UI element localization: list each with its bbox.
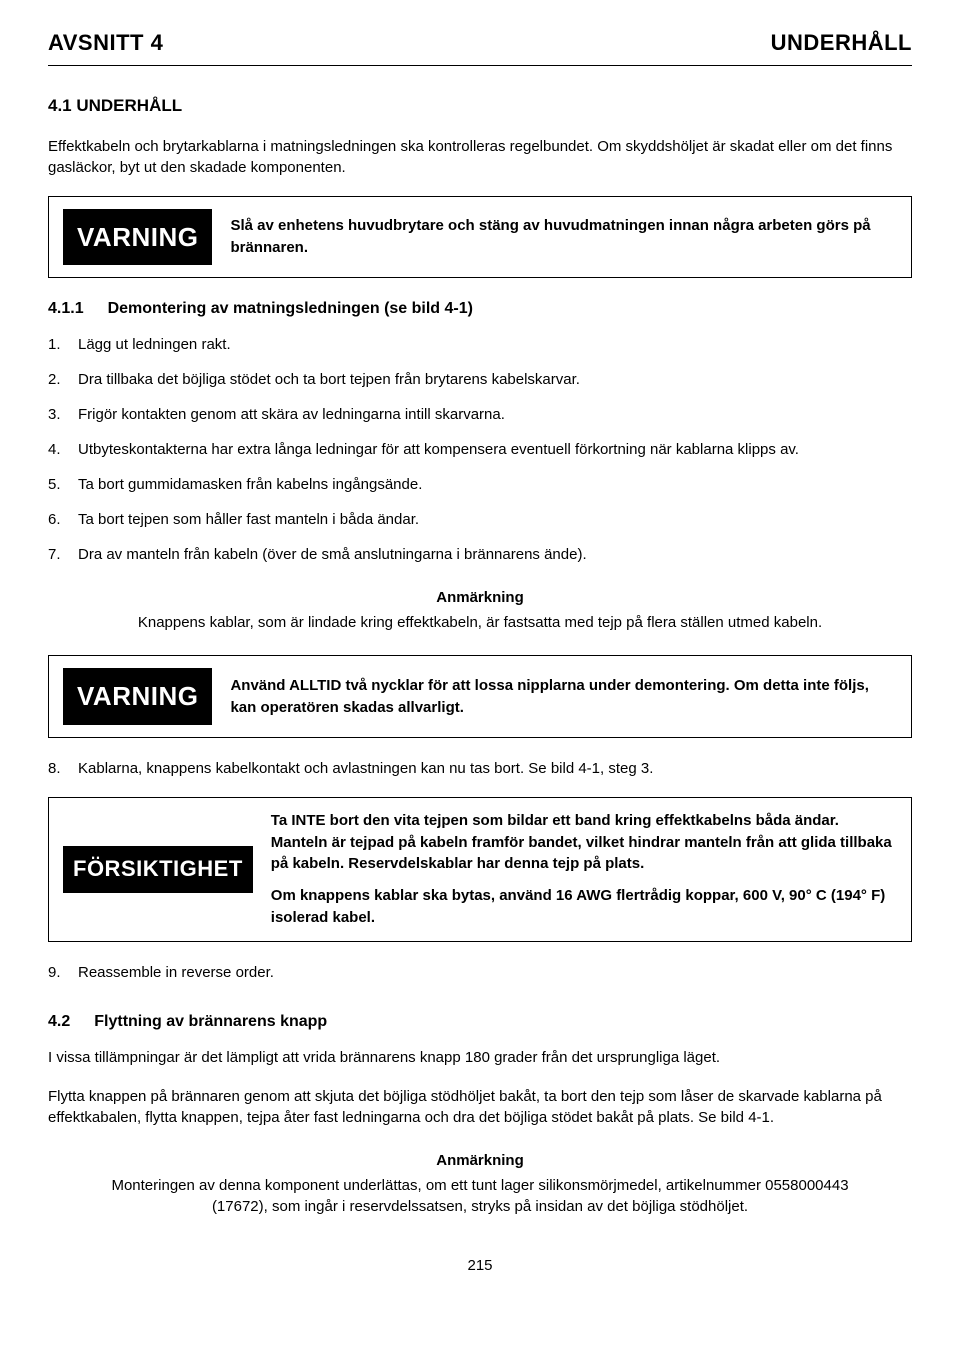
section-4-2-p2: Flytta knappen på brännaren genom att sk…	[48, 1086, 912, 1128]
note-2-title: Anmärkning	[108, 1150, 852, 1171]
section-4-1-intro: Effektkabeln och brytarkablarna i matnin…	[48, 136, 912, 178]
page-number: 215	[48, 1255, 912, 1276]
section-4-1-1-num: 4.1.1	[48, 298, 84, 320]
warning-box-2: VARNING Använd ALLTID två nycklar för at…	[48, 655, 912, 737]
caution-p2: Om knappens kablar ska bytas, använd 16 …	[271, 885, 897, 929]
section-4-2-text: Flyttning av brännarens knapp	[94, 1013, 327, 1030]
header-right: UNDERHÅLL	[771, 28, 912, 59]
step-item: Lägg ut ledningen rakt.	[48, 334, 912, 355]
header-left: AVSNITT 4	[48, 28, 163, 59]
section-4-2-title: 4.2 Flyttning av brännarens knapp	[48, 1011, 912, 1033]
note-1-body: Knappens kablar, som är lindade kring ef…	[108, 612, 852, 633]
section-4-2-p1: I vissa tillämpningar är det lämpligt at…	[48, 1047, 912, 1068]
section-4-1-1-text: Demontering av matningsledningen (se bil…	[108, 300, 473, 317]
page-header: AVSNITT 4 UNDERHÅLL	[48, 28, 912, 66]
step-item: Ta bort gummidamasken från kabelns ingån…	[48, 474, 912, 495]
steps-list: Lägg ut ledningen rakt. Dra tillbaka det…	[48, 334, 912, 565]
warning-box-1: VARNING Slå av enhetens huvudbrytare och…	[48, 196, 912, 278]
step-item: Dra tillbaka det böjliga stödet och ta b…	[48, 369, 912, 390]
step-8: 8. Kablarna, knappens kabelkontakt och a…	[48, 758, 912, 779]
step-8-num: 8.	[48, 758, 61, 779]
warning-label: VARNING	[63, 209, 212, 265]
note-2-body: Monteringen av denna komponent underlätt…	[108, 1175, 852, 1217]
caution-p1: Ta INTE bort den vita tejpen som bildar …	[271, 812, 892, 873]
step-item: Frigör kontakten genom att skära av ledn…	[48, 404, 912, 425]
warning-2-body: Använd ALLTID två nycklar för att lossa …	[230, 675, 897, 719]
step-8-text: Kablarna, knappens kabelkontakt och avla…	[78, 760, 653, 777]
note-1-title: Anmärkning	[108, 587, 852, 608]
caution-label: FÖRSIKTIGHET	[63, 846, 253, 893]
section-4-2-num: 4.2	[48, 1011, 70, 1033]
warning-label: VARNING	[63, 668, 212, 724]
note-1: Anmärkning Knappens kablar, som är linda…	[108, 587, 852, 633]
caution-box: FÖRSIKTIGHET Ta INTE bort den vita tejpe…	[48, 797, 912, 942]
warning-1-body: Slå av enhetens huvudbrytare och stäng a…	[230, 215, 897, 259]
step-9: 9. Reassemble in reverse order.	[48, 962, 912, 983]
caution-body: Ta INTE bort den vita tejpen som bildar …	[271, 810, 897, 929]
step-item: Dra av manteln från kabeln (över de små …	[48, 544, 912, 565]
step-9-text: Reassemble in reverse order.	[78, 964, 274, 981]
step-9-num: 9.	[48, 962, 61, 983]
note-2: Anmärkning Monteringen av denna komponen…	[108, 1150, 852, 1217]
section-4-1-1-title: 4.1.1 Demontering av matningsledningen (s…	[48, 298, 912, 320]
step-item: Ta bort tejpen som håller fast manteln i…	[48, 509, 912, 530]
step-item: Utbyteskontakterna har extra långa ledni…	[48, 439, 912, 460]
section-4-1-title: 4.1 UNDERHÅLL	[48, 94, 912, 118]
